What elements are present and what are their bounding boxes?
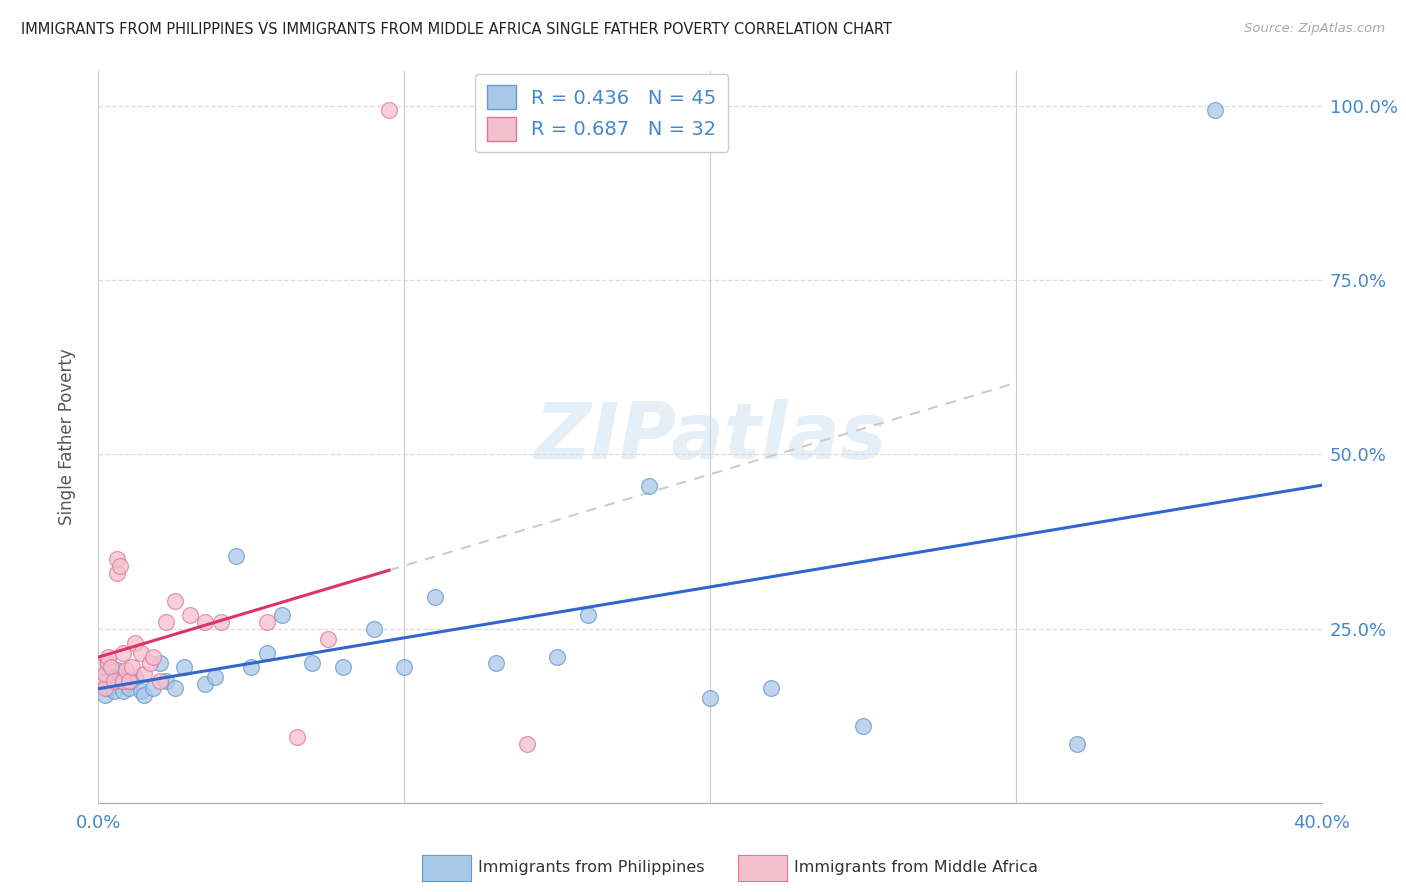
Point <box>142 649 165 664</box>
Text: IMMIGRANTS FROM PHILIPPINES VS IMMIGRANTS FROM MIDDLE AFRICA SINGLE FATHER POVER: IMMIGRANTS FROM PHILIPPINES VS IMMIGRANT… <box>21 22 891 37</box>
Point <box>256 615 278 629</box>
Text: Immigrants from Middle Africa: Immigrants from Middle Africa <box>794 861 1039 875</box>
Point <box>209 615 232 629</box>
Point <box>100 660 122 674</box>
Point <box>134 667 156 681</box>
Point <box>378 103 401 117</box>
Point <box>194 615 217 629</box>
Point <box>155 673 177 688</box>
Point <box>105 552 128 566</box>
Text: Source: ZipAtlas.com: Source: ZipAtlas.com <box>1244 22 1385 36</box>
Point <box>100 664 122 678</box>
Point <box>103 673 125 688</box>
Point <box>93 681 115 695</box>
Point <box>1204 103 1226 117</box>
Point <box>118 681 141 695</box>
Point <box>129 646 152 660</box>
Point <box>699 691 721 706</box>
Point <box>179 607 201 622</box>
Point <box>97 681 120 695</box>
Point <box>1066 737 1088 751</box>
Point <box>105 664 128 678</box>
Point <box>173 660 195 674</box>
Point <box>90 660 112 674</box>
Point <box>637 479 661 493</box>
Point <box>100 677 122 691</box>
Point <box>139 657 162 671</box>
Point <box>108 670 131 684</box>
Point <box>485 657 508 671</box>
Point <box>423 591 446 605</box>
Point <box>90 673 112 688</box>
Point <box>115 664 138 678</box>
Point <box>852 719 875 733</box>
Point <box>121 673 143 688</box>
Point <box>225 549 247 563</box>
Point <box>194 677 217 691</box>
Point <box>332 660 354 674</box>
Point <box>103 670 125 684</box>
Point <box>97 667 120 681</box>
Point <box>516 737 538 751</box>
Point <box>111 646 134 660</box>
Point <box>97 657 120 671</box>
Point <box>155 615 177 629</box>
Point <box>105 566 128 580</box>
Point <box>163 594 186 608</box>
Point <box>124 635 146 649</box>
Point <box>108 558 131 573</box>
Point <box>129 684 152 698</box>
Point <box>576 607 599 622</box>
Legend: R = 0.436   N = 45, R = 0.687   N = 32: R = 0.436 N = 45, R = 0.687 N = 32 <box>475 74 728 153</box>
Point <box>134 688 156 702</box>
Point <box>90 673 112 688</box>
Point <box>115 673 138 688</box>
Point <box>392 660 416 674</box>
Point <box>97 649 120 664</box>
Point <box>149 673 172 688</box>
Point <box>163 681 186 695</box>
Point <box>105 673 128 688</box>
Point <box>301 657 323 671</box>
Point <box>118 673 141 688</box>
Point <box>124 670 146 684</box>
Point <box>316 632 339 646</box>
Text: Immigrants from Philippines: Immigrants from Philippines <box>478 861 704 875</box>
Point <box>90 660 112 674</box>
Point <box>103 684 125 698</box>
Point <box>363 622 385 636</box>
Text: ZIPatlas: ZIPatlas <box>534 399 886 475</box>
Point <box>759 681 782 695</box>
Point <box>111 673 134 688</box>
Point <box>546 649 568 664</box>
Point <box>256 646 278 660</box>
Point <box>121 660 143 674</box>
Point <box>285 730 308 744</box>
Point <box>149 657 172 671</box>
Point <box>93 667 115 681</box>
Point <box>93 673 115 688</box>
Point <box>240 660 263 674</box>
Point <box>204 670 226 684</box>
Y-axis label: Single Father Poverty: Single Father Poverty <box>58 349 76 525</box>
Point <box>111 684 134 698</box>
Point <box>270 607 292 622</box>
Point <box>93 688 115 702</box>
Point <box>142 681 165 695</box>
